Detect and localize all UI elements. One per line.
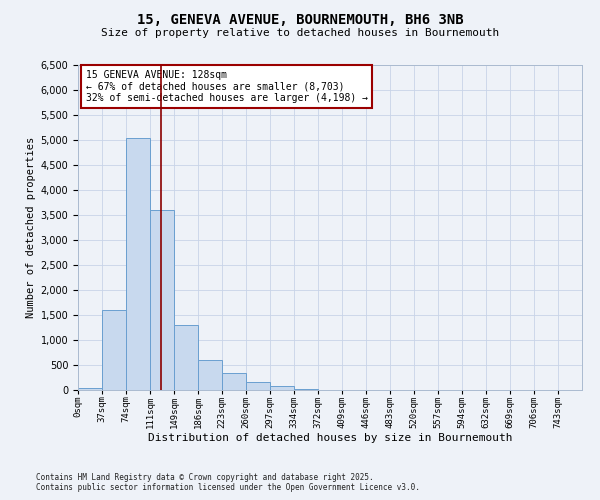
Bar [246, 382, 270, 390]
X-axis label: Distribution of detached houses by size in Bournemouth: Distribution of detached houses by size … [148, 434, 512, 444]
Text: 15, GENEVA AVENUE, BOURNEMOUTH, BH6 3NB: 15, GENEVA AVENUE, BOURNEMOUTH, BH6 3NB [137, 12, 463, 26]
Bar [126, 138, 150, 390]
Bar [270, 386, 294, 390]
Bar [222, 372, 246, 390]
Bar [78, 388, 102, 390]
Text: 15 GENEVA AVENUE: 128sqm
← 67% of detached houses are smaller (8,703)
32% of sem: 15 GENEVA AVENUE: 128sqm ← 67% of detach… [86, 70, 368, 103]
Y-axis label: Number of detached properties: Number of detached properties [26, 137, 36, 318]
Text: Contains public sector information licensed under the Open Government Licence v3: Contains public sector information licen… [36, 484, 420, 492]
Bar [294, 388, 318, 390]
Bar [102, 310, 126, 390]
Bar [150, 210, 174, 390]
Text: Size of property relative to detached houses in Bournemouth: Size of property relative to detached ho… [101, 28, 499, 38]
Text: Contains HM Land Registry data © Crown copyright and database right 2025.: Contains HM Land Registry data © Crown c… [36, 474, 374, 482]
Bar [198, 360, 222, 390]
Bar [174, 325, 198, 390]
